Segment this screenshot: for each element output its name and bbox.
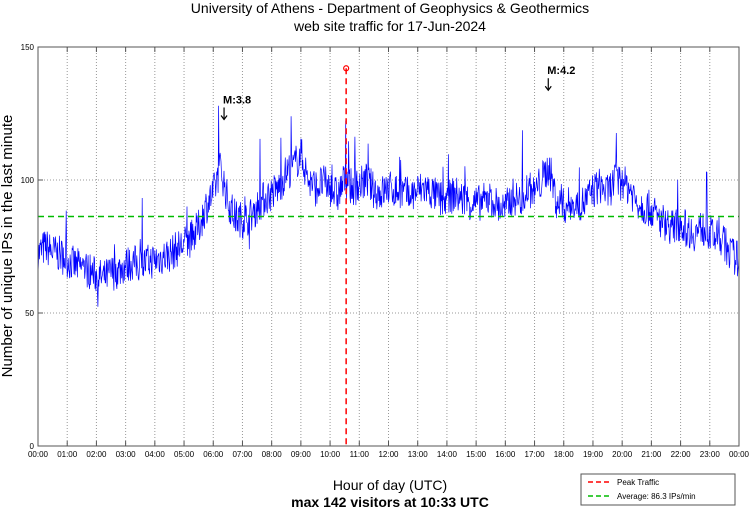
chart-title: University of Athens - Department of Geo…	[191, 0, 589, 16]
x-tick-label: 09:00	[291, 450, 312, 459]
x-tick-label: 15:00	[466, 450, 487, 459]
x-tick-label: 14:00	[437, 450, 458, 459]
x-tick-label: 01:00	[57, 450, 78, 459]
legend-peak-label: Peak Traffic	[617, 478, 659, 487]
x-tick-label: 05:00	[174, 450, 195, 459]
x-tick-label: 04:00	[145, 450, 166, 459]
x-tick-label: 12:00	[378, 450, 399, 459]
annotation-arrowhead-icon	[544, 85, 552, 92]
x-tick-label: 21:00	[641, 450, 662, 459]
x-tick-label: 11:00	[350, 450, 370, 459]
y-tick-label: 100	[21, 176, 35, 185]
x-tick-label: 20:00	[612, 450, 633, 459]
series-layer	[37, 105, 740, 307]
x-tick-label: 08:00	[262, 450, 283, 459]
x-tick-label: 10:00	[320, 450, 341, 459]
x-tick-label: 17:00	[525, 450, 546, 459]
x-tick-label: 22:00	[671, 450, 692, 459]
overlays: M:3.8 M:4.2	[38, 65, 739, 446]
legend: Peak Traffic Average: 86.3 IPs/min	[580, 473, 736, 506]
x-tick-label: 23:00	[700, 450, 721, 459]
traffic-series-line	[37, 105, 740, 307]
y-tick-label: 150	[21, 43, 35, 52]
y-tick-label: 0	[30, 442, 35, 451]
y-axis-label: Number of unique IPs in the last minute	[0, 115, 16, 378]
x-tick-label: 03:00	[116, 450, 137, 459]
x-tick-label: 02:00	[86, 450, 107, 459]
grid	[38, 46, 739, 446]
tick-labels: 00:00 01:00 02:00 03:00 04:00 05:00 06:00 07:00…	[21, 43, 750, 459]
x-tick-label: 00:00	[28, 450, 49, 459]
x-tick-label: 16:00	[495, 450, 516, 459]
annotation-arrowhead-icon	[220, 115, 228, 121]
legend-box	[580, 473, 736, 506]
x-tick-label: 18:00	[554, 450, 575, 459]
x-tick-label: 00:00	[729, 450, 750, 459]
earthquake-annotation: M:4.2	[547, 65, 575, 77]
x-tick-label: 06:00	[203, 450, 224, 459]
peak-marker	[343, 65, 350, 72]
earthquake-annotation: M:3.8	[223, 94, 251, 106]
footer-max-visitors: max 142 visitors at 10:33 UTC	[291, 494, 489, 510]
legend-average-label: Average: 86.3 IPs/min	[617, 492, 696, 501]
x-axis-label: Hour of day (UTC)	[333, 477, 447, 493]
x-tick-label: 19:00	[583, 450, 604, 459]
chart-subtitle: web site traffic for 17-Jun-2024	[293, 18, 486, 34]
x-tick-label: 07:00	[232, 450, 253, 459]
y-tick-label: 50	[25, 309, 34, 318]
x-tick-label: 13:00	[408, 450, 429, 459]
